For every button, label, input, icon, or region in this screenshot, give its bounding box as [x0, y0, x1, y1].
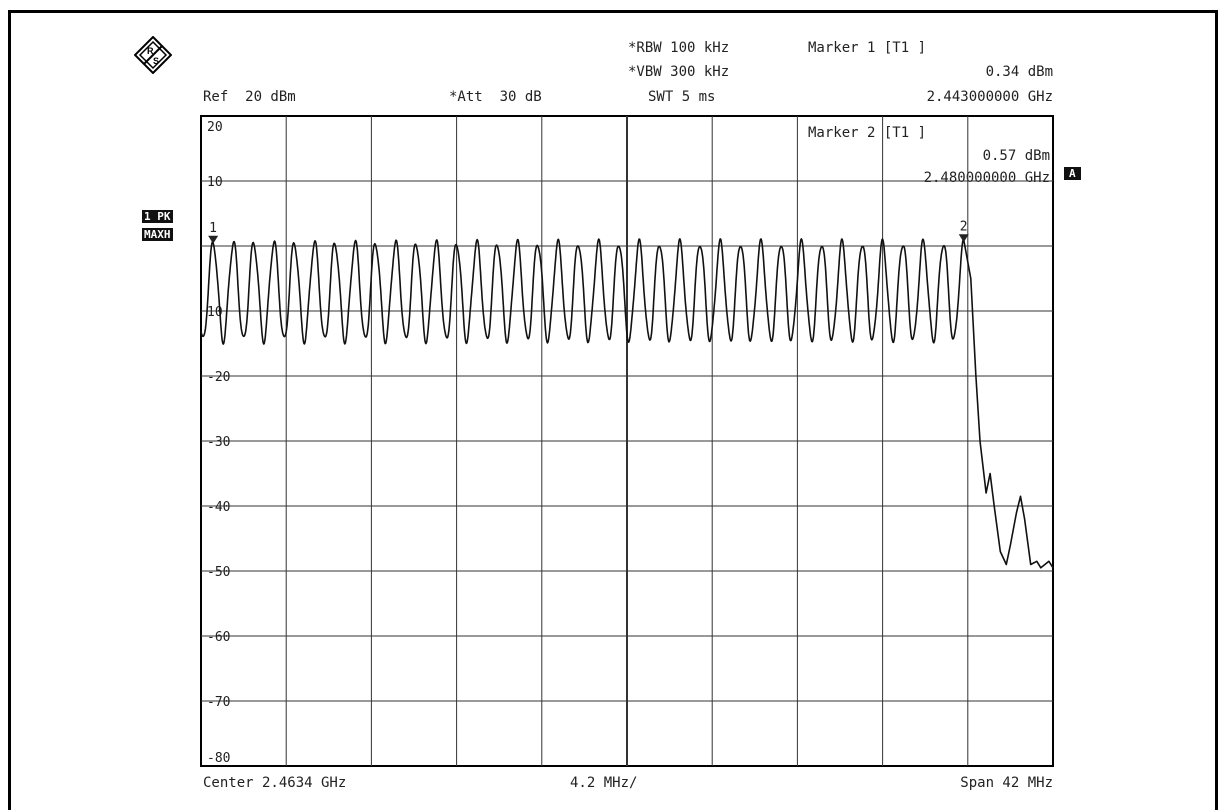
marker2-frequency: 2.480000000 GHz	[868, 170, 1050, 186]
attenuation-text: *Att 30 dB	[449, 89, 542, 105]
ref-level-text: Ref 20 dBm	[203, 89, 296, 105]
y-tick-label: 10	[207, 305, 223, 320]
trace-mode-label: 1 PK	[142, 210, 173, 223]
marker1-frequency: 2.443000000 GHz	[926, 89, 1053, 105]
marker-2-label: 2	[960, 219, 968, 234]
y-tick-label: -30	[207, 435, 230, 450]
marker1-title: Marker 1 [T1 ]	[808, 40, 927, 56]
span-text: Span 42 MHz	[960, 775, 1053, 791]
y-tick-label: -80	[207, 751, 230, 766]
y-tick-label: -70	[207, 695, 230, 710]
rs-logo-icon: R S	[134, 36, 172, 74]
marker2-level: 0.57 dBm	[950, 148, 1050, 164]
detector-label: MAXH	[142, 228, 173, 241]
rbw-text: *RBW 100 kHz	[628, 40, 730, 56]
marker2-title: Marker 2 [T1 ]	[808, 125, 927, 141]
instrument-frame	[8, 10, 1218, 810]
y-tick-label: -60	[207, 630, 230, 645]
svg-text:S: S	[153, 56, 159, 66]
y-tick-label: -50	[207, 565, 230, 580]
y-tick-label: 20	[207, 120, 223, 135]
marker1-level: 0.34 dBm	[985, 64, 1053, 80]
marker-2-triangle	[958, 234, 969, 243]
trace-tag-label: A	[1064, 167, 1081, 180]
marker-1-label: 1	[209, 221, 217, 236]
marker-1-triangle	[208, 235, 219, 244]
y-tick-label: -20	[207, 370, 230, 385]
trace-line	[200, 238, 1054, 569]
sweep-time-text: SWT 5 ms	[648, 89, 716, 105]
y-tick-label: -40	[207, 500, 230, 515]
svg-text:R: R	[147, 46, 154, 56]
frequency-per-division-text: 4.2 MHz/	[570, 775, 638, 791]
y-tick-label: 10	[207, 175, 223, 190]
vbw-text: *VBW 300 kHz	[628, 64, 730, 80]
center-frequency-text: Center 2.4634 GHz	[203, 775, 347, 791]
